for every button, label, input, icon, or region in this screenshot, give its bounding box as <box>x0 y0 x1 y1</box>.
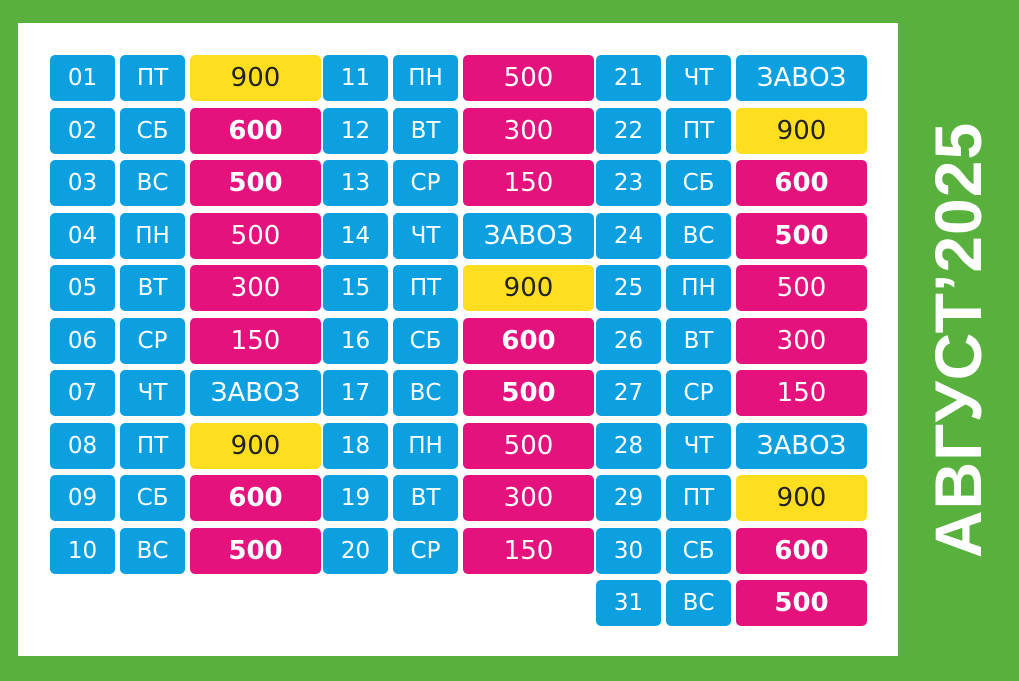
value-cell: ЗАВОЗ <box>463 212 594 259</box>
date-cell: 27 <box>596 370 661 416</box>
weekday-cell: ПТ <box>120 422 185 469</box>
value-cell: 500 <box>190 527 321 574</box>
value-cell: 500 <box>463 422 594 469</box>
date-cell: 23 <box>596 160 661 206</box>
weekday-cell: ПН <box>393 422 458 469</box>
date-cell: 13 <box>323 160 388 206</box>
date-cell: 07 <box>50 370 115 416</box>
date-cell: 26 <box>596 317 661 364</box>
weekday-cell: ПТ <box>666 107 731 154</box>
date-cell: 20 <box>323 527 388 574</box>
value-cell: 150 <box>463 527 594 574</box>
value-cell: 600 <box>463 317 594 364</box>
date-cell: 29 <box>596 475 661 521</box>
value-cell: 600 <box>736 527 867 574</box>
value-cell: ЗАВОЗ <box>736 55 867 101</box>
weekday-cell: ВТ <box>120 265 185 311</box>
weekday-cell: СБ <box>393 317 458 364</box>
weekday-cell: ЧТ <box>666 55 731 101</box>
weekday-cell: СБ <box>666 160 731 206</box>
weekday-cell: ВС <box>120 160 185 206</box>
value-cell: 900 <box>736 107 867 154</box>
date-cell: 06 <box>50 317 115 364</box>
weekday-cell: ЧТ <box>393 212 458 259</box>
date-cell: 11 <box>323 55 388 101</box>
weekday-cell: СР <box>393 527 458 574</box>
weekday-cell: ВС <box>666 212 731 259</box>
value-cell: 500 <box>463 370 594 416</box>
value-cell: ЗАВОЗ <box>190 370 321 416</box>
date-cell: 28 <box>596 422 661 469</box>
value-cell: 500 <box>190 212 321 259</box>
value-cell: 900 <box>190 55 321 101</box>
weekday-cell: СР <box>120 317 185 364</box>
date-cell: 15 <box>323 265 388 311</box>
value-cell: 500 <box>736 212 867 259</box>
weekday-cell: ВТ <box>666 317 731 364</box>
weekday-cell: ВС <box>666 580 731 626</box>
weekday-cell: СБ <box>120 475 185 521</box>
weekday-cell: ВС <box>120 527 185 574</box>
weekday-cell: СР <box>393 160 458 206</box>
weekday-cell: ВТ <box>393 475 458 521</box>
value-cell: 500 <box>190 160 321 206</box>
value-cell: 600 <box>190 475 321 521</box>
date-cell: 12 <box>323 107 388 154</box>
value-cell: 600 <box>190 107 321 154</box>
value-cell: 900 <box>190 422 321 469</box>
date-cell: 22 <box>596 107 661 154</box>
date-cell: 24 <box>596 212 661 259</box>
weekday-cell: ПН <box>666 265 731 311</box>
date-cell: 04 <box>50 212 115 259</box>
date-cell: 08 <box>50 422 115 469</box>
date-cell: 14 <box>323 212 388 259</box>
value-cell: 300 <box>463 475 594 521</box>
date-cell: 16 <box>323 317 388 364</box>
date-cell: 25 <box>596 265 661 311</box>
calendar-panel: 01 ПТ 900 02 СБ 600 03 ВС 500 04 ПН 500 05 ВТ 300 06 СР 1… <box>18 23 898 656</box>
date-cell: 31 <box>596 580 661 626</box>
weekday-cell: СБ <box>666 527 731 574</box>
date-cell: 09 <box>50 475 115 521</box>
value-cell: 300 <box>190 265 321 311</box>
weekday-cell: ПТ <box>393 265 458 311</box>
weekday-cell: ПТ <box>120 55 185 101</box>
date-cell: 03 <box>50 160 115 206</box>
value-cell: 150 <box>190 317 321 364</box>
value-cell: 900 <box>463 265 594 311</box>
value-cell: 600 <box>736 160 867 206</box>
value-cell: 300 <box>736 317 867 364</box>
weekday-cell: ВТ <box>393 107 458 154</box>
value-cell: 900 <box>736 475 867 521</box>
weekday-cell: ПН <box>393 55 458 101</box>
date-cell: 02 <box>50 107 115 154</box>
date-cell: 17 <box>323 370 388 416</box>
value-cell: 500 <box>736 580 867 626</box>
value-cell: 150 <box>463 160 594 206</box>
weekday-cell: СБ <box>120 107 185 154</box>
value-cell: 300 <box>463 107 594 154</box>
date-cell: 05 <box>50 265 115 311</box>
date-cell: 19 <box>323 475 388 521</box>
value-cell: 150 <box>736 370 867 416</box>
date-cell: 30 <box>596 527 661 574</box>
value-cell: ЗАВОЗ <box>736 422 867 469</box>
month-title: АВГУСТ’2025 <box>921 121 995 559</box>
weekday-cell: ПТ <box>666 475 731 521</box>
weekday-cell: ЧТ <box>666 422 731 469</box>
date-cell: 01 <box>50 55 115 101</box>
value-cell: 500 <box>736 265 867 311</box>
weekday-cell: ВС <box>393 370 458 416</box>
weekday-cell: ПН <box>120 212 185 259</box>
date-cell: 21 <box>596 55 661 101</box>
weekday-cell: СР <box>666 370 731 416</box>
value-cell: 500 <box>463 55 594 101</box>
date-cell: 18 <box>323 422 388 469</box>
date-cell: 10 <box>50 527 115 574</box>
weekday-cell: ЧТ <box>120 370 185 416</box>
